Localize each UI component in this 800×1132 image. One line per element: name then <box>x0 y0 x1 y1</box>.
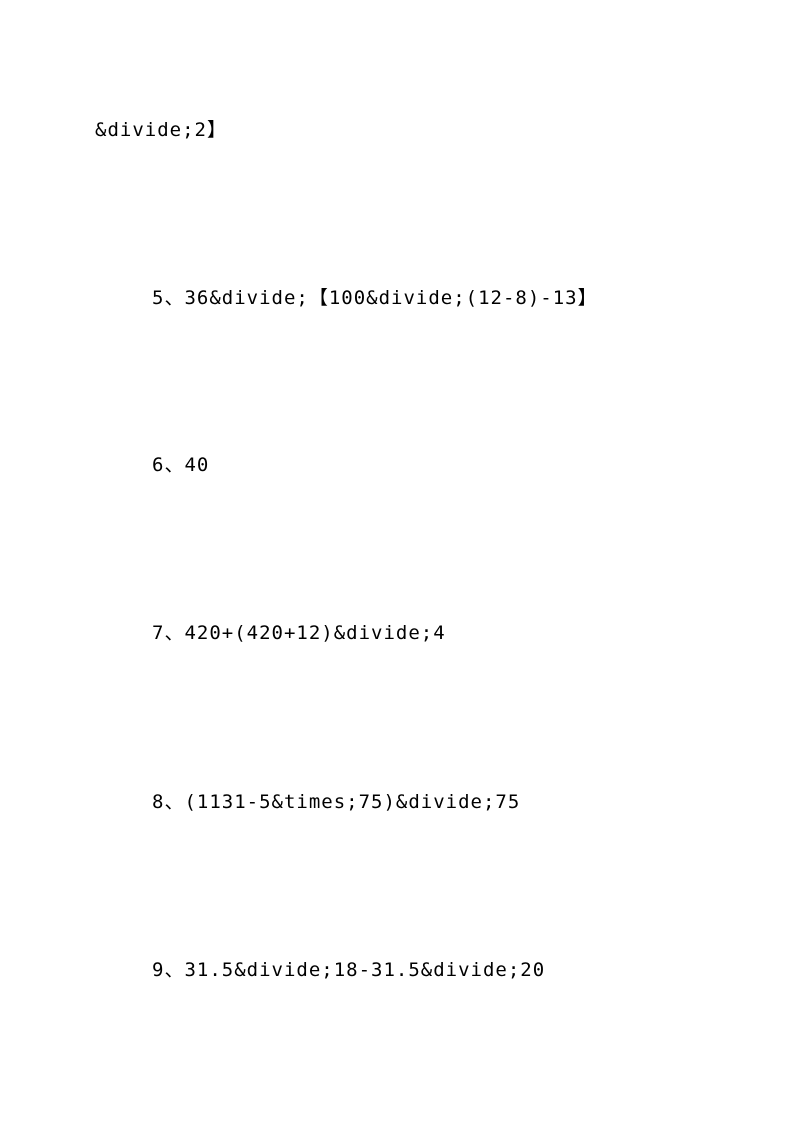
text-line-6: 9、31.5&divide;18-31.5&divide;20 <box>152 955 545 982</box>
text-line-5: 8、(1131-5&times;75)&divide;75 <box>152 787 520 814</box>
text-line-4: 7、420+(420+12)&divide;4 <box>152 618 446 645</box>
text-line-3: 6、40 <box>152 450 209 477</box>
text-line-2: 5、36&divide;【100&divide;(12-8)-13】 <box>152 283 598 310</box>
text-line-1: &divide;2】 <box>95 115 227 142</box>
